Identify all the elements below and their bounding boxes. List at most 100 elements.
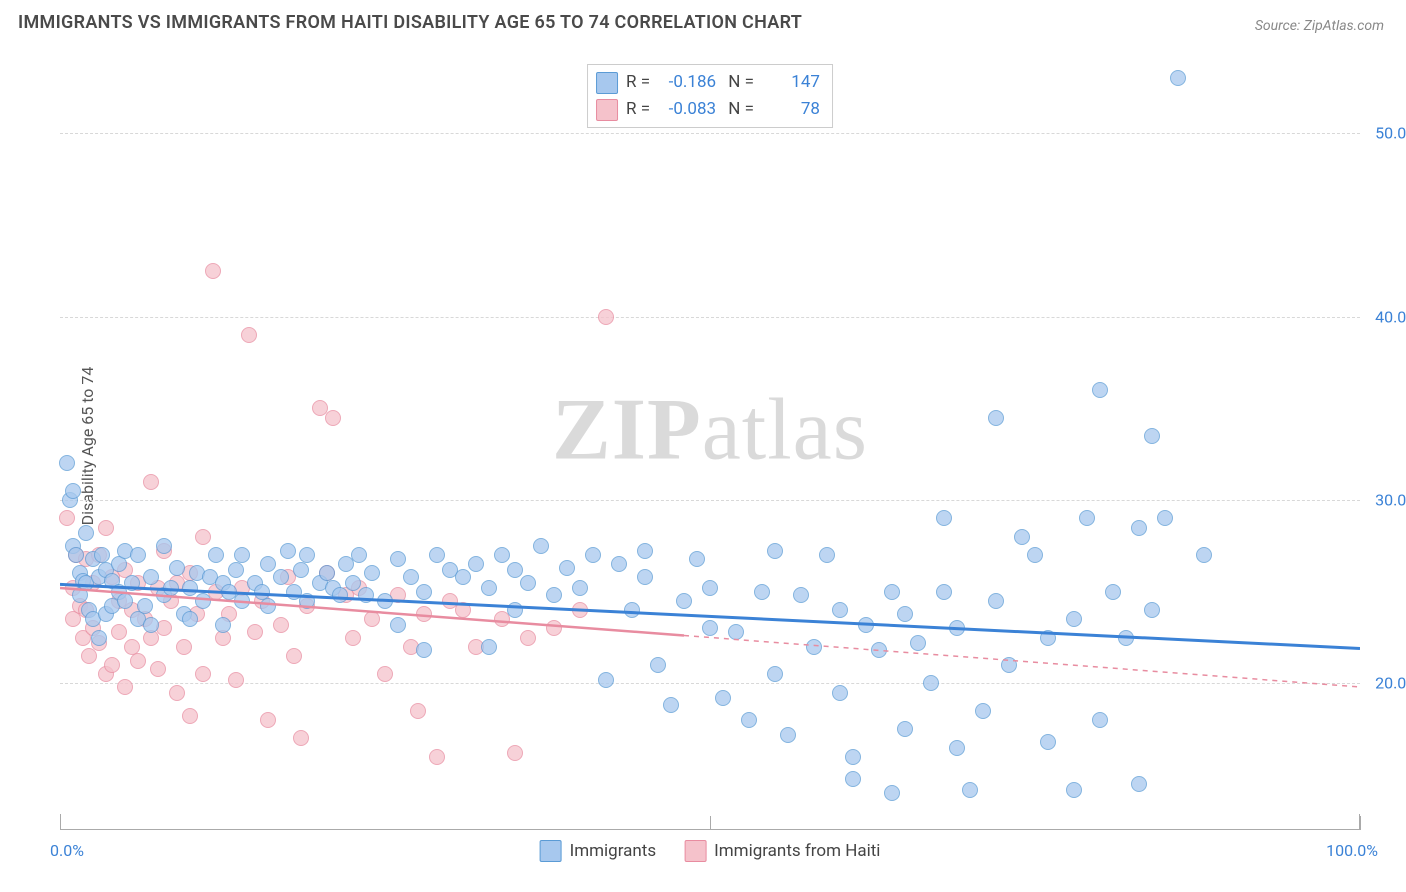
y-tick-label: 30.0%	[1375, 491, 1406, 510]
scatter-point	[507, 602, 523, 618]
legend-swatch-series-1	[596, 99, 618, 121]
scatter-point	[455, 569, 471, 585]
scatter-point	[156, 538, 172, 554]
scatter-point	[143, 474, 159, 490]
trend-lines	[60, 60, 1360, 830]
scatter-point	[507, 745, 523, 761]
scatter-point	[260, 556, 276, 572]
scatter-point	[858, 617, 874, 633]
scatter-point	[481, 580, 497, 596]
scatter-point	[871, 642, 887, 658]
scatter-point	[494, 547, 510, 563]
scatter-point	[1066, 611, 1082, 627]
scatter-point	[68, 547, 84, 563]
scatter-point	[195, 593, 211, 609]
scatter-point	[247, 624, 263, 640]
scatter-point	[728, 624, 744, 640]
scatter-point	[345, 630, 361, 646]
scatter-point	[949, 620, 965, 636]
scatter-point	[273, 569, 289, 585]
gridline	[60, 133, 1360, 134]
scatter-point	[65, 483, 81, 499]
scatter-point	[650, 657, 666, 673]
scatter-point	[897, 606, 913, 622]
scatter-point	[429, 547, 445, 563]
scatter-point	[988, 410, 1004, 426]
scatter-point	[137, 598, 153, 614]
scatter-point	[962, 782, 978, 798]
scatter-point	[273, 617, 289, 633]
scatter-point	[293, 730, 309, 746]
scatter-point	[468, 556, 484, 572]
scatter-point	[819, 547, 835, 563]
scatter-point	[585, 547, 601, 563]
scatter-point	[332, 587, 348, 603]
legend-item: Immigrants from Haiti	[684, 840, 880, 862]
scatter-point	[455, 602, 471, 618]
scatter-point	[358, 587, 374, 603]
scatter-point	[169, 560, 185, 576]
scatter-point	[923, 675, 939, 691]
scatter-point	[845, 771, 861, 787]
scatter-point	[1105, 584, 1121, 600]
scatter-point	[702, 620, 718, 636]
scatter-point	[1118, 630, 1134, 646]
scatter-point	[345, 575, 361, 591]
legend-series: Immigrants Immigrants from Haiti	[540, 840, 881, 862]
stat-label-n: N =	[724, 69, 754, 96]
scatter-point	[416, 584, 432, 600]
scatter-point	[1079, 510, 1095, 526]
scatter-point	[910, 635, 926, 651]
scatter-point	[1092, 382, 1108, 398]
scatter-point	[1144, 602, 1160, 618]
scatter-point	[741, 712, 757, 728]
scatter-point	[416, 642, 432, 658]
scatter-point	[1014, 529, 1030, 545]
stat-r-1: -0.083	[658, 96, 716, 123]
scatter-point	[59, 455, 75, 471]
scatter-point	[559, 560, 575, 576]
scatter-point	[949, 740, 965, 756]
scatter-point	[319, 565, 335, 581]
scatter-point	[572, 602, 588, 618]
trend-line-dashed	[684, 636, 1360, 687]
scatter-point	[228, 562, 244, 578]
scatter-point	[598, 309, 614, 325]
scatter-point	[241, 327, 257, 343]
scatter-point	[94, 547, 110, 563]
scatter-point	[143, 617, 159, 633]
scatter-point	[416, 606, 432, 622]
watermark-atlas: atlas	[702, 381, 868, 478]
watermark: ZIPatlas	[552, 379, 868, 480]
legend-swatch-series-0	[596, 72, 618, 94]
x-tick-label-left: 0.0%	[50, 841, 84, 860]
scatter-point	[228, 672, 244, 688]
x-tick-mark	[1360, 816, 1361, 830]
stat-label-n: N =	[724, 96, 754, 123]
scatter-point	[104, 657, 120, 673]
scatter-point	[260, 598, 276, 614]
scatter-point	[845, 749, 861, 765]
scatter-point	[702, 580, 718, 596]
scatter-point	[143, 569, 159, 585]
y-tick-label: 50.0%	[1375, 124, 1406, 143]
plot-area: ZIPatlas 20.0%30.0%40.0%50.0% 0.0% 100.0…	[60, 60, 1360, 830]
scatter-point	[299, 547, 315, 563]
scatter-point	[884, 785, 900, 801]
scatter-point	[130, 547, 146, 563]
scatter-point	[325, 410, 341, 426]
scatter-point	[988, 593, 1004, 609]
scatter-point	[520, 630, 536, 646]
x-tick-label-right: 100.0%	[1326, 841, 1378, 860]
y-tick-label: 20.0%	[1375, 674, 1406, 693]
scatter-point	[1066, 782, 1082, 798]
scatter-point	[176, 639, 192, 655]
gridline	[60, 500, 1360, 501]
scatter-point	[832, 685, 848, 701]
scatter-point	[481, 639, 497, 655]
scatter-point	[767, 666, 783, 682]
scatter-point	[205, 263, 221, 279]
legend-swatch-series-0	[540, 840, 562, 862]
scatter-point	[637, 569, 653, 585]
scatter-point	[663, 697, 679, 713]
